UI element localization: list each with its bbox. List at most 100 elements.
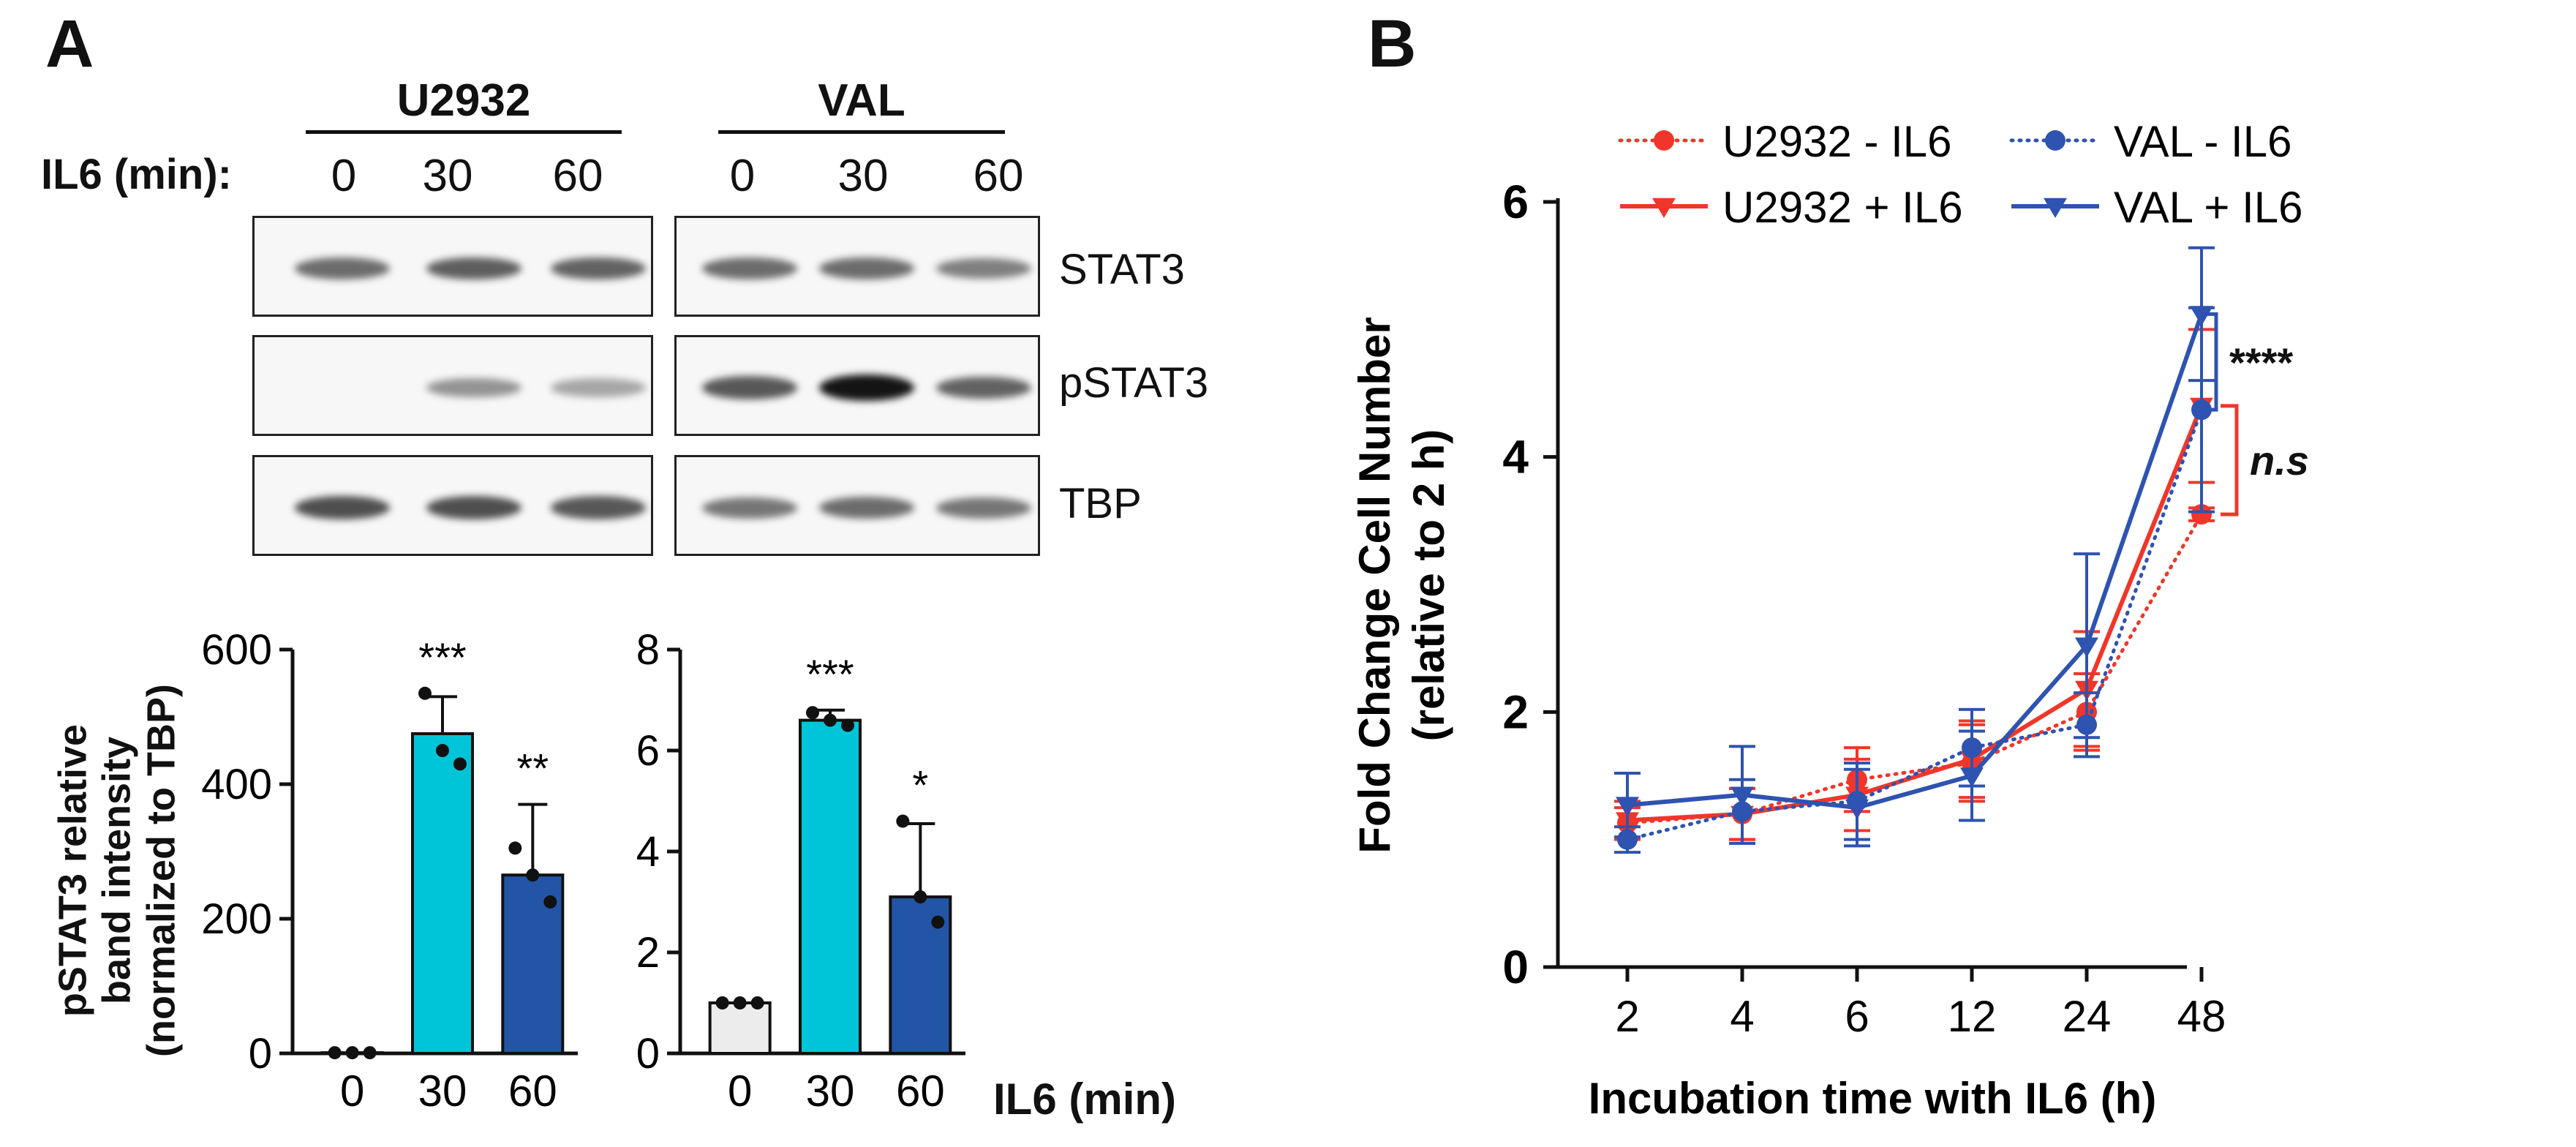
line-marker-circle: [1617, 829, 1638, 850]
line-series-1: [1614, 328, 2215, 841]
bar-data-point: [931, 915, 945, 929]
bar-x-axis-title: IL6 (min): [993, 1075, 1176, 1124]
blot-label-tbp: TBP: [1059, 480, 1142, 527]
il6-min-label: IL6 (min):: [41, 151, 232, 198]
line-x-tick-label: 24: [2063, 992, 2112, 1041]
blot-tbp-u2932: [252, 455, 653, 556]
bar-data-point: [345, 1046, 359, 1060]
blot-band: [426, 377, 521, 398]
line-marker-triangle: [1616, 797, 1639, 817]
legend-label: U2932 + IL6: [1722, 183, 1963, 232]
line-series-path: [1625, 407, 2204, 842]
line-marker-circle: [1654, 130, 1674, 151]
group-underline-val: [718, 130, 1005, 134]
line-x-tick-label: 2: [1615, 992, 1639, 1041]
legend-item: U2932 + IL6: [1620, 183, 1963, 232]
group-name-val: VAL: [818, 75, 905, 126]
lane-label: 60: [973, 151, 1024, 201]
blot-band: [702, 376, 797, 399]
blot-label-pstat3: pSTAT3: [1059, 359, 1209, 407]
line-x-tick-label: 6: [1845, 992, 1869, 1041]
blot-stat3-u2932: [252, 216, 653, 317]
line-series-path: [1627, 313, 2204, 811]
line-series-2: [1614, 306, 2215, 854]
blot-stat3-val: [674, 216, 1040, 317]
line-y-tick-label: 4: [1502, 431, 1529, 484]
blot-tbp-val: [674, 455, 1040, 556]
bar-data-point: [453, 757, 467, 771]
bar-data-point: [328, 1046, 342, 1060]
blot-band: [426, 496, 521, 519]
legend-label: VAL + IL6: [2114, 183, 2303, 232]
line-marker-circle: [2191, 504, 2212, 525]
bar-data-point: [824, 713, 837, 727]
bar-y-tick-label: 0: [249, 1030, 272, 1078]
line-y-axis-title: Fold Change Cell Number (relative to 2 h): [1350, 317, 1453, 853]
bar-y-tick-label: 600: [201, 626, 272, 674]
bar-x-tick-label: 60: [896, 1067, 945, 1116]
bar-y-tick-label: 0: [636, 1030, 660, 1078]
significance-label: ***: [806, 651, 854, 697]
blot-band: [936, 497, 1031, 519]
line-marker-triangle: [1730, 786, 1754, 807]
bar-data-point: [914, 890, 927, 904]
significance-label: n.s: [2250, 437, 2309, 484]
bar-y-tick-label: 6: [636, 727, 660, 775]
legend-label: VAL - IL6: [2114, 117, 2291, 166]
bar-y-tick-label: 8: [636, 626, 660, 674]
blot-band: [702, 497, 797, 519]
blot-band: [551, 378, 646, 397]
lane-label: 0: [331, 151, 357, 201]
bar: [799, 718, 862, 1055]
blot-band: [295, 496, 390, 519]
blot-band: [819, 497, 914, 519]
line-marker-circle: [2045, 130, 2065, 151]
legend-item: VAL - IL6: [2009, 117, 2291, 166]
bar-y-tick-label: 4: [636, 828, 660, 876]
line-series-0: [1614, 504, 2215, 841]
significance-bracket: [2200, 312, 2218, 412]
bar-x-tick-label: 0: [340, 1067, 364, 1116]
line-y-axis-title-line: Fold Change Cell Number: [1350, 317, 1399, 853]
blot-band: [295, 257, 390, 279]
blot-pstat3-u2932: [252, 335, 653, 436]
bar-x-tick-label: 0: [728, 1067, 752, 1116]
significance-label: **: [517, 745, 549, 791]
blot-pstat3-val: [674, 335, 1040, 436]
blot-band: [936, 257, 1031, 279]
significance-label: ***: [418, 634, 466, 680]
lane-label: 30: [422, 151, 473, 201]
line-x-tick-label: 12: [1948, 992, 1997, 1041]
legend-item: U2932 - IL6: [1618, 117, 1952, 166]
line-marker-triangle: [2044, 198, 2067, 218]
blot-band: [551, 257, 646, 280]
line-x-tick-label: 4: [1730, 992, 1754, 1041]
bar: [411, 732, 474, 1055]
line-y-axis-title-line: (relative to 2 h): [1404, 429, 1453, 742]
bar-data-point: [363, 1046, 377, 1060]
bar-x-tick-label: 30: [806, 1067, 855, 1116]
legend-item: VAL + IL6: [2011, 183, 2303, 232]
bar-data-point: [508, 841, 522, 855]
line-series-3: [1614, 246, 2215, 848]
significance-label: ****: [2229, 339, 2293, 386]
bar-data-point: [733, 996, 747, 1009]
line-x-tick-label: 48: [2177, 992, 2226, 1041]
bar-data-point: [750, 996, 764, 1009]
bar-data-point: [418, 686, 432, 700]
panel-label-b: B: [1368, 7, 1417, 81]
bar-y-tick-label: 400: [201, 761, 272, 808]
line-marker-triangle: [1652, 198, 1676, 218]
line-y-tick-label: 2: [1502, 685, 1529, 738]
bar-data-point: [806, 706, 819, 720]
bar-data-point: [715, 996, 729, 1009]
blot-band: [702, 257, 797, 279]
group-name-u2932: U2932: [396, 75, 531, 126]
blot-band: [819, 375, 914, 401]
line-series-path: [1627, 405, 2204, 823]
legend-label: U2932 - IL6: [1722, 117, 1952, 166]
blot-band: [551, 496, 646, 519]
line-x-axis-title: Incubation time with IL6 (h): [1589, 1074, 2157, 1123]
